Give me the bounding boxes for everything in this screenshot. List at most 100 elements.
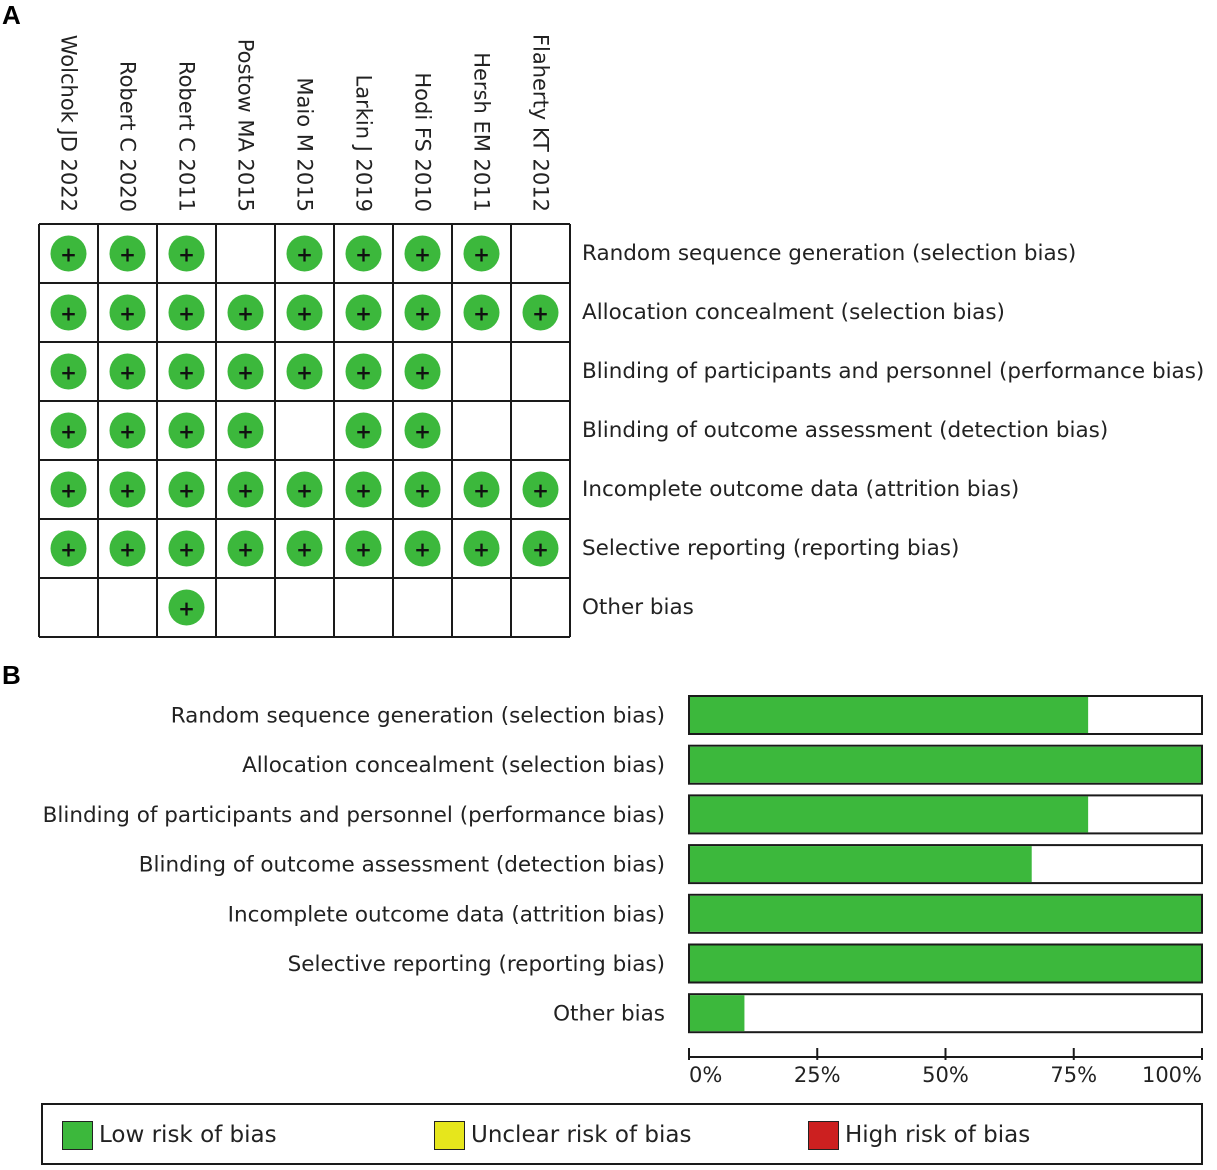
judgement-symbol: + <box>414 420 431 444</box>
legend-item-unclear: Unclear risk of bias <box>434 1120 691 1150</box>
judgement-symbol: + <box>473 479 490 503</box>
judgement-low-mark <box>345 353 382 390</box>
judgement-low-mark <box>404 412 441 449</box>
judgement-symbol: + <box>178 302 195 326</box>
judgement-low-mark <box>522 471 559 508</box>
judgement-low-mark <box>345 412 382 449</box>
risk-of-bias-graph-chart: Random sequence generation (selection bi… <box>43 695 1203 1087</box>
judgement-symbol: + <box>355 538 372 562</box>
judgement-low-mark <box>404 294 441 331</box>
judgement-symbol: + <box>178 361 195 385</box>
legend-label-low: Low risk of bias <box>99 1122 277 1148</box>
judgement-low-mark <box>227 530 264 567</box>
judgement-low-mark <box>168 235 205 272</box>
x-tick-label: 50% <box>922 1063 969 1087</box>
judgement-low-mark <box>109 353 146 390</box>
judgement-low-mark <box>50 471 87 508</box>
judgement-low-mark <box>109 294 146 331</box>
judgement-low-mark <box>286 471 323 508</box>
domain-label: Allocation concealment (selection bias) <box>582 300 1005 325</box>
judgement-low-mark <box>286 294 323 331</box>
bar-track <box>688 993 1203 1034</box>
judgement-low-mark <box>50 412 87 449</box>
judgement-low-mark <box>168 294 205 331</box>
judgement-symbol: + <box>178 538 195 562</box>
judgement-low-mark <box>168 471 205 508</box>
judgement-symbol: + <box>119 243 136 267</box>
legend-item-low: Low risk of bias <box>62 1120 277 1150</box>
judgement-low-mark <box>286 530 323 567</box>
study-label: Hodi FS 2010 <box>411 72 435 212</box>
category-label: Incomplete outcome data (attrition bias) <box>228 902 665 927</box>
judgement-symbol: + <box>237 302 254 326</box>
judgement-symbol: + <box>355 479 372 503</box>
judgement-low-mark <box>404 471 441 508</box>
legend-swatch-high <box>808 1120 839 1150</box>
study-label: Flaherty KT 2012 <box>529 34 553 212</box>
judgement-symbol: + <box>178 420 195 444</box>
judgement-low-mark <box>345 294 382 331</box>
judgement-symbol: + <box>473 243 490 267</box>
judgement-symbol: + <box>296 302 313 326</box>
study-label: Wolchok JD 2022 <box>57 35 81 212</box>
judgement-low-mark <box>50 353 87 390</box>
study-label: Larkin J 2019 <box>352 75 376 213</box>
judgement-symbol: + <box>237 538 254 562</box>
judgement-low-mark <box>345 530 382 567</box>
bar-low-risk <box>690 995 745 1032</box>
judgement-low-mark <box>345 235 382 272</box>
category-label: Selective reporting (reporting bias) <box>288 952 665 977</box>
judgement-symbol: + <box>296 538 313 562</box>
judgement-low-mark <box>109 235 146 272</box>
judgement-low-mark <box>286 353 323 390</box>
judgement-symbol: + <box>473 538 490 562</box>
legend-label-unclear: Unclear risk of bias <box>471 1122 692 1148</box>
judgement-symbol: + <box>119 302 136 326</box>
judgement-symbol: + <box>119 538 136 562</box>
judgement-low-mark <box>227 353 264 390</box>
judgement-low-mark <box>522 530 559 567</box>
legend: Low risk of bias Unclear risk of bias Hi… <box>41 1103 1203 1165</box>
risk-of-bias-summary-chart: Wolchok JD 2022 Robert C 2020 Robert C 201… <box>38 34 1204 638</box>
bar-low-risk <box>690 895 1201 932</box>
judgement-low-mark <box>227 294 264 331</box>
judgement-symbol: + <box>296 479 313 503</box>
judgement-symbol: + <box>60 479 77 503</box>
judgement-low-mark <box>404 353 441 390</box>
panel-b-label: B <box>2 660 21 690</box>
judgement-low-mark <box>50 294 87 331</box>
judgement-symbol: + <box>355 361 372 385</box>
judgement-low-mark <box>227 471 264 508</box>
domain-label: Blinding of participants and personnel (… <box>582 359 1204 384</box>
judgement-symbol: + <box>178 479 195 503</box>
judgement-low-mark <box>109 412 146 449</box>
bar-low-risk <box>690 846 1032 883</box>
judgement-symbol: + <box>178 597 195 621</box>
bar-low-risk <box>690 796 1089 833</box>
domain-label: Selective reporting (reporting bias) <box>582 536 959 561</box>
judgement-symbol: + <box>473 302 490 326</box>
bar-low-risk <box>690 945 1201 982</box>
legend-swatch-low <box>62 1120 93 1150</box>
judgement-symbol: + <box>237 479 254 503</box>
judgement-symbol: + <box>237 361 254 385</box>
judgement-symbol: + <box>60 302 77 326</box>
judgement-symbol: + <box>532 302 549 326</box>
judgement-symbol: + <box>355 420 372 444</box>
category-label: Random sequence generation (selection bi… <box>171 704 665 729</box>
judgement-symbol: + <box>60 243 77 267</box>
domain-label: Other bias <box>582 595 694 620</box>
study-label: Postow MA 2015 <box>234 39 258 212</box>
judgement-symbol: + <box>414 538 431 562</box>
study-label: Hersh EM 2011 <box>470 52 494 212</box>
judgement-symbol: + <box>532 538 549 562</box>
category-label: Other bias <box>553 1002 665 1027</box>
judgement-low-mark <box>522 294 559 331</box>
judgement-symbol: + <box>414 302 431 326</box>
judgement-low-mark <box>109 530 146 567</box>
judgement-low-mark <box>404 530 441 567</box>
legend-swatch-unclear <box>434 1120 465 1150</box>
judgement-low-mark <box>168 412 205 449</box>
judgement-low-mark <box>50 235 87 272</box>
